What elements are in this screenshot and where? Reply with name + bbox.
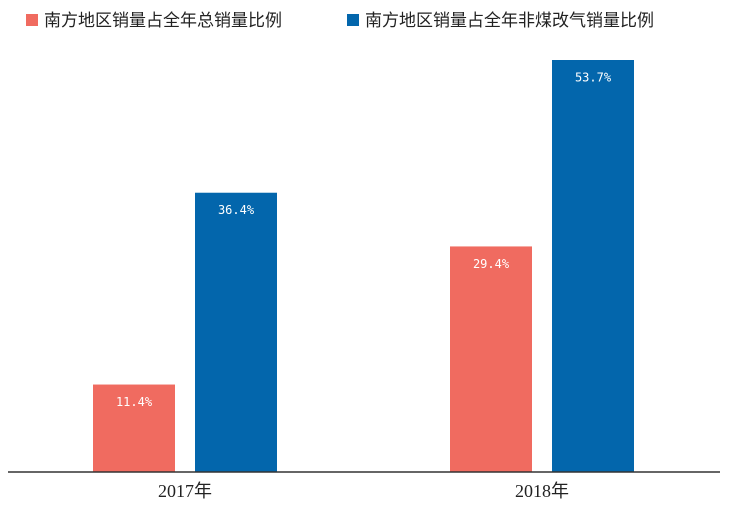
bar — [552, 60, 634, 472]
legend-swatch — [347, 14, 359, 26]
bar — [450, 246, 532, 472]
bar — [93, 384, 175, 472]
value-label: 11.4% — [116, 395, 153, 409]
legend-label: 南方地区销量占全年总销量比例 — [44, 11, 282, 31]
value-label: 36.4% — [218, 203, 255, 217]
x-tick-label: 2018年 — [515, 481, 569, 501]
legend-label: 南方地区销量占全年非煤改气销量比例 — [365, 11, 654, 31]
value-label: 53.7% — [575, 71, 612, 85]
value-label: 29.4% — [473, 257, 510, 271]
legend-swatch — [26, 14, 38, 26]
x-tick-label: 2017年 — [158, 481, 212, 501]
bar — [195, 192, 277, 472]
